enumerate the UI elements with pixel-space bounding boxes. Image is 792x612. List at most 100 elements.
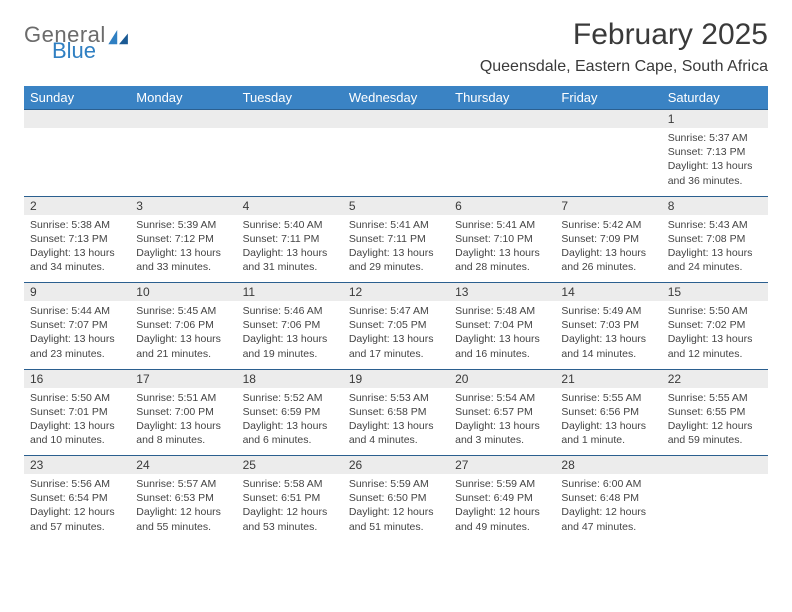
day-detail-line: Sunrise: 5:59 AM [349,477,443,491]
day-number-cell: 11 [237,283,343,302]
day-detail: Sunrise: 5:54 AMSunset: 6:57 PMDaylight:… [455,391,549,448]
day-content-cell: Sunrise: 5:41 AMSunset: 7:10 PMDaylight:… [449,215,555,283]
day-detail-line: Daylight: 13 hours and 29 minutes. [349,246,443,274]
day-content-cell [555,128,661,196]
day-detail-line: Sunset: 7:11 PM [349,232,443,246]
day-detail-line: Daylight: 13 hours and 19 minutes. [243,332,337,360]
day-detail-line: Sunrise: 5:54 AM [455,391,549,405]
day-detail-line: Daylight: 13 hours and 24 minutes. [668,246,762,274]
day-detail: Sunrise: 5:58 AMSunset: 6:51 PMDaylight:… [243,477,337,534]
day-detail-line: Sunrise: 5:55 AM [668,391,762,405]
day-detail-line: Daylight: 12 hours and 53 minutes. [243,505,337,533]
day-content-cell: Sunrise: 5:54 AMSunset: 6:57 PMDaylight:… [449,388,555,456]
weekday-header: Tuesday [237,86,343,110]
day-detail: Sunrise: 5:41 AMSunset: 7:11 PMDaylight:… [349,218,443,275]
day-detail-line: Sunset: 7:13 PM [668,145,762,159]
day-number-row: 232425262728 [24,456,768,475]
day-detail-line: Sunset: 6:54 PM [30,491,124,505]
day-detail-line: Sunrise: 5:52 AM [243,391,337,405]
day-number-cell: 19 [343,369,449,388]
day-content-cell: Sunrise: 5:43 AMSunset: 7:08 PMDaylight:… [662,215,768,283]
weekday-header: Thursday [449,86,555,110]
day-detail-line: Daylight: 13 hours and 16 minutes. [455,332,549,360]
day-content-cell [237,128,343,196]
day-detail: Sunrise: 6:00 AMSunset: 6:48 PMDaylight:… [561,477,655,534]
day-detail-line: Daylight: 13 hours and 14 minutes. [561,332,655,360]
day-content-cell: Sunrise: 5:55 AMSunset: 6:55 PMDaylight:… [662,388,768,456]
day-detail-line: Sunrise: 5:40 AM [243,218,337,232]
weekday-header: Sunday [24,86,130,110]
day-content-cell: Sunrise: 5:51 AMSunset: 7:00 PMDaylight:… [130,388,236,456]
day-detail-line: Sunrise: 5:38 AM [30,218,124,232]
day-detail-line: Sunrise: 5:44 AM [30,304,124,318]
day-detail-line: Sunset: 7:04 PM [455,318,549,332]
month-title: February 2025 [480,18,768,52]
day-detail-line: Sunrise: 5:57 AM [136,477,230,491]
day-detail-line: Sunrise: 5:47 AM [349,304,443,318]
title-block: February 2025 Queensdale, Eastern Cape, … [480,18,768,76]
day-detail-line: Sunrise: 5:37 AM [668,131,762,145]
day-detail-line: Sunrise: 5:46 AM [243,304,337,318]
day-number-cell: 15 [662,283,768,302]
day-detail: Sunrise: 5:57 AMSunset: 6:53 PMDaylight:… [136,477,230,534]
day-content-cell: Sunrise: 5:38 AMSunset: 7:13 PMDaylight:… [24,215,130,283]
day-number-cell [237,110,343,129]
day-number-row: 9101112131415 [24,283,768,302]
day-detail-line: Sunrise: 5:50 AM [668,304,762,318]
day-number-cell: 26 [343,456,449,475]
day-number-cell: 12 [343,283,449,302]
day-detail-line: Daylight: 13 hours and 17 minutes. [349,332,443,360]
day-detail: Sunrise: 5:49 AMSunset: 7:03 PMDaylight:… [561,304,655,361]
day-detail: Sunrise: 5:48 AMSunset: 7:04 PMDaylight:… [455,304,549,361]
day-content-cell: Sunrise: 5:59 AMSunset: 6:50 PMDaylight:… [343,474,449,542]
day-number-cell: 6 [449,196,555,215]
day-detail-line: Sunset: 7:09 PM [561,232,655,246]
day-detail-line: Daylight: 12 hours and 51 minutes. [349,505,443,533]
day-detail-line: Daylight: 13 hours and 31 minutes. [243,246,337,274]
day-detail: Sunrise: 5:51 AMSunset: 7:00 PMDaylight:… [136,391,230,448]
day-number-cell: 20 [449,369,555,388]
day-number-cell: 13 [449,283,555,302]
day-content-cell: Sunrise: 5:44 AMSunset: 7:07 PMDaylight:… [24,301,130,369]
day-content-cell: Sunrise: 5:59 AMSunset: 6:49 PMDaylight:… [449,474,555,542]
day-detail-line: Sunrise: 5:56 AM [30,477,124,491]
day-detail-line: Daylight: 13 hours and 23 minutes. [30,332,124,360]
day-content-cell [449,128,555,196]
day-detail-line: Sunset: 7:05 PM [349,318,443,332]
day-detail-line: Sunset: 6:59 PM [243,405,337,419]
day-content-cell: Sunrise: 5:48 AMSunset: 7:04 PMDaylight:… [449,301,555,369]
day-number-cell [343,110,449,129]
day-detail-line: Sunset: 6:57 PM [455,405,549,419]
day-detail: Sunrise: 5:38 AMSunset: 7:13 PMDaylight:… [30,218,124,275]
day-number-cell: 27 [449,456,555,475]
day-number-cell: 9 [24,283,130,302]
day-detail-line: Sunset: 6:58 PM [349,405,443,419]
day-content-cell: Sunrise: 5:45 AMSunset: 7:06 PMDaylight:… [130,301,236,369]
day-number-cell: 17 [130,369,236,388]
day-detail: Sunrise: 5:52 AMSunset: 6:59 PMDaylight:… [243,391,337,448]
location-subtitle: Queensdale, Eastern Cape, South Africa [480,58,768,76]
day-content-row: Sunrise: 5:37 AMSunset: 7:13 PMDaylight:… [24,128,768,196]
weekday-header: Monday [130,86,236,110]
day-detail-line: Daylight: 12 hours and 49 minutes. [455,505,549,533]
day-detail: Sunrise: 5:47 AMSunset: 7:05 PMDaylight:… [349,304,443,361]
day-number-cell: 5 [343,196,449,215]
day-detail: Sunrise: 5:41 AMSunset: 7:10 PMDaylight:… [455,218,549,275]
day-detail-line: Sunset: 6:50 PM [349,491,443,505]
day-detail-line: Daylight: 13 hours and 21 minutes. [136,332,230,360]
day-detail-line: Sunrise: 5:53 AM [349,391,443,405]
day-detail-line: Sunset: 6:51 PM [243,491,337,505]
weekday-header: Friday [555,86,661,110]
day-content-cell: Sunrise: 5:41 AMSunset: 7:11 PMDaylight:… [343,215,449,283]
day-number-cell: 25 [237,456,343,475]
day-detail-line: Daylight: 13 hours and 10 minutes. [30,419,124,447]
day-content-cell: Sunrise: 5:42 AMSunset: 7:09 PMDaylight:… [555,215,661,283]
day-detail-line: Sunrise: 5:43 AM [668,218,762,232]
day-detail-line: Sunrise: 5:58 AM [243,477,337,491]
day-detail-line: Sunrise: 6:00 AM [561,477,655,491]
day-detail-line: Sunset: 7:11 PM [243,232,337,246]
calendar-table: Sunday Monday Tuesday Wednesday Thursday… [24,86,768,542]
day-detail-line: Daylight: 13 hours and 4 minutes. [349,419,443,447]
day-detail-line: Sunrise: 5:59 AM [455,477,549,491]
day-detail-line: Sunrise: 5:49 AM [561,304,655,318]
